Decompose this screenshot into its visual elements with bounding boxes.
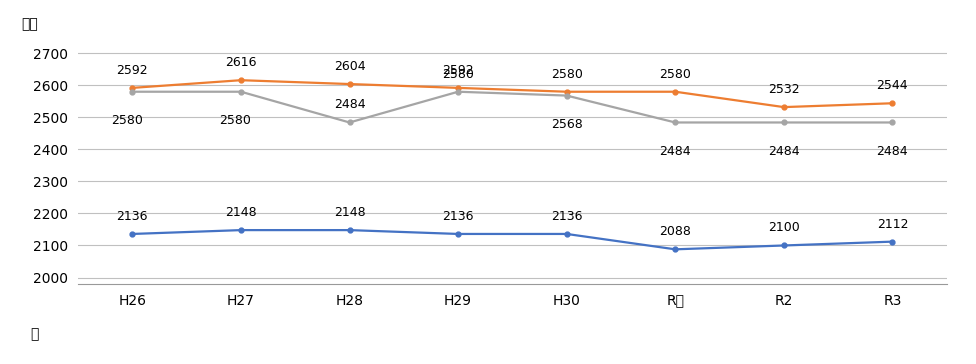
Text: 2136: 2136 [442, 210, 474, 223]
Text: 2148: 2148 [334, 206, 365, 219]
Text: 2616: 2616 [225, 56, 257, 69]
Text: 2580: 2580 [111, 114, 142, 127]
Text: 2148: 2148 [225, 206, 257, 219]
Text: 2580: 2580 [550, 68, 583, 80]
Text: 2484: 2484 [660, 145, 691, 158]
Text: 2136: 2136 [550, 210, 583, 223]
Text: 2100: 2100 [768, 221, 799, 234]
Text: 2580: 2580 [220, 114, 252, 127]
Text: 2592: 2592 [116, 64, 148, 77]
Text: 2592: 2592 [442, 64, 474, 77]
Text: 2604: 2604 [334, 60, 365, 73]
Text: 2580: 2580 [660, 68, 691, 80]
Text: 2484: 2484 [768, 145, 799, 158]
Text: 2544: 2544 [876, 79, 909, 92]
Legend: 全産業平均, 大型トラック運転者, 中小型トラック運転者: 全産業平均, 大型トラック運転者, 中小型トラック運転者 [338, 358, 687, 364]
Text: 2580: 2580 [442, 68, 474, 80]
Text: 2088: 2088 [660, 225, 691, 238]
Text: 年: 年 [30, 327, 39, 341]
Text: 2532: 2532 [768, 83, 799, 96]
Text: 2484: 2484 [876, 145, 909, 158]
Text: 2484: 2484 [334, 98, 365, 111]
Text: 2568: 2568 [550, 118, 583, 131]
Text: 2136: 2136 [116, 210, 148, 223]
Text: 時間: 時間 [21, 18, 38, 32]
Text: 2112: 2112 [876, 218, 909, 230]
